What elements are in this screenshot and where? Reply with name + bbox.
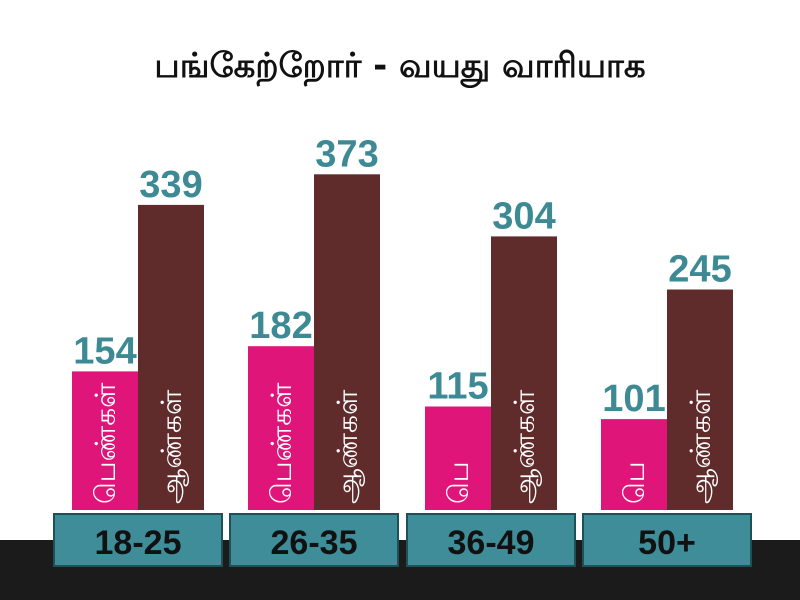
bar-women-36-49: [425, 406, 491, 510]
bar-men-18-25: [138, 204, 204, 510]
bar-series-label: பெண்கள்: [265, 382, 298, 504]
bar-series-label: ஆண்கள்: [155, 389, 189, 504]
bar-women-26-35: [248, 346, 314, 510]
bar-women-50+: [601, 419, 667, 510]
category-box-18-25: [53, 513, 223, 567]
category-label-18-25: 18-25: [95, 524, 182, 562]
bar-series-label: ஆண்கள்: [684, 389, 718, 504]
value-label: 182: [249, 305, 312, 347]
value-label: 154: [73, 330, 136, 372]
bar-series-label: பெண்கள்: [89, 382, 122, 504]
value-label: 101: [602, 378, 665, 420]
value-label: 245: [668, 249, 731, 291]
bar-men-36-49: [491, 236, 557, 510]
value-label: 373: [315, 133, 378, 175]
bar-series-label: பெ: [442, 461, 475, 504]
category-label-50+: 50+: [638, 524, 696, 562]
category-label-36-49: 36-49: [448, 524, 535, 562]
category-box-26-35: [229, 513, 399, 567]
bar-series-label: ஆண்கள்: [508, 389, 542, 504]
value-label: 304: [492, 195, 555, 237]
bar-men-50+: [667, 289, 733, 510]
category-label-26-35: 26-35: [271, 524, 358, 562]
bar-women-18-25: [72, 371, 138, 510]
chart-title: பங்கேற்றோர் - வயது வாரியாக: [154, 46, 646, 86]
value-label: 115: [427, 366, 488, 408]
bar-series-label: பெ: [618, 461, 651, 504]
bar-men-26-35: [314, 174, 380, 511]
category-box-36-49: [406, 513, 576, 567]
bar-series-label: ஆண்கள்: [331, 389, 365, 504]
value-label: 339: [139, 164, 202, 206]
category-box-50+: [582, 513, 752, 567]
